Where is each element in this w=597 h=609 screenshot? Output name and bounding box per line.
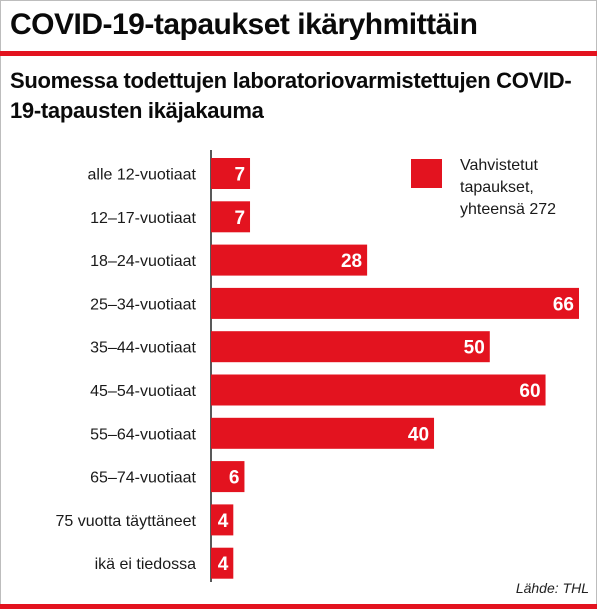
bar — [211, 287, 579, 319]
page-title: COVID-19-tapaukset ikäryhmittäin — [10, 8, 478, 41]
bar-value-label: 50 — [464, 338, 485, 359]
category-label: 25–34-vuotiaat — [90, 296, 196, 313]
bar-value-label: 40 — [408, 424, 429, 445]
bar — [211, 417, 435, 449]
source-note: Lähde: THL — [515, 580, 589, 596]
title-rule — [0, 51, 597, 56]
bar-group: ikä ei tiedossa 4 — [95, 547, 234, 579]
bar-group: 45–54-vuotiaat 60 — [90, 374, 546, 406]
bar — [211, 331, 490, 363]
bar — [211, 461, 245, 493]
category-label: 35–44-vuotiaat — [90, 340, 196, 357]
bar-group: alle 12-vuotiaat 7 — [87, 158, 251, 189]
bar-group: 55–64-vuotiaat 40 — [90, 417, 435, 449]
bar-value-label: 7 — [234, 165, 245, 186]
bar-group: 25–34-vuotiaat 66 — [90, 287, 579, 319]
category-label: 12–17-vuotiaat — [90, 210, 196, 227]
bar-group: 35–44-vuotiaat 50 — [90, 331, 490, 363]
legend-line-1: Vahvistetut — [460, 157, 538, 174]
bar — [211, 158, 251, 189]
bar-group: 18–24-vuotiaat 28 — [90, 244, 368, 276]
category-label: 45–54-vuotiaat — [90, 383, 196, 400]
bottom-rule — [0, 604, 597, 609]
bar — [211, 201, 251, 233]
category-label: 75 vuotta täyttäneet — [55, 513, 196, 530]
bar — [211, 504, 234, 536]
bar-group: 12–17-vuotiaat 7 — [90, 201, 251, 233]
category-label: ikä ei tiedossa — [95, 556, 196, 573]
bar-group: 75 vuotta täyttäneet 4 — [55, 504, 234, 536]
bar — [211, 374, 546, 406]
legend-label: Vahvistetut tapaukset, yhteensä 272 — [460, 155, 590, 221]
bar-value-label: 6 — [229, 468, 240, 489]
category-label: 18–24-vuotiaat — [90, 253, 196, 270]
legend-swatch — [411, 159, 442, 188]
category-label: 55–64-vuotiaat — [90, 426, 196, 443]
legend-line-2: tapaukset, — [460, 179, 534, 196]
bar-value-label: 60 — [519, 381, 540, 402]
bar — [211, 547, 234, 579]
bar — [211, 244, 368, 276]
bar-value-label: 66 — [553, 294, 574, 315]
bar-value-label: 28 — [341, 251, 362, 272]
category-label: 65–74-vuotiaat — [90, 470, 196, 487]
chart-subtitle: Suomessa todettujen laboratoriovarmistet… — [10, 68, 572, 123]
bar-group: 65–74-vuotiaat 6 — [90, 461, 245, 493]
legend-line-3: yhteensä 272 — [460, 201, 557, 218]
bar-value-label: 4 — [218, 511, 229, 532]
bar-value-label: 4 — [218, 554, 229, 575]
category-label: alle 12-vuotiaat — [87, 167, 196, 184]
bar-value-label: 7 — [234, 208, 245, 229]
